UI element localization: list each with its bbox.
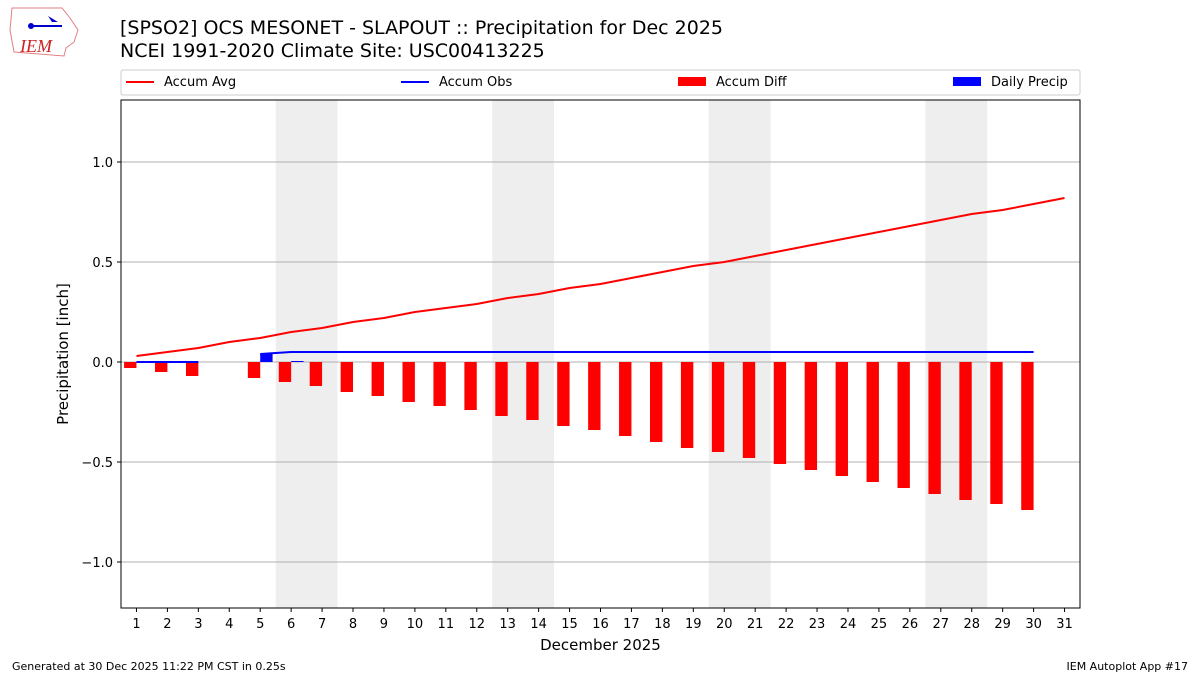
- accum-diff-bar: [557, 362, 570, 426]
- x-tick-label: 11: [438, 617, 455, 632]
- daily-precip-bar: [260, 354, 273, 362]
- app-label: IEM Autoplot App #17: [1066, 660, 1189, 673]
- accum-diff-bar: [185, 362, 199, 376]
- accum-diff-bar: [835, 362, 848, 476]
- x-tick-label: 25: [871, 617, 888, 632]
- accum-obs-line: [136, 351, 1034, 363]
- daily-precip-bar: [291, 361, 304, 362]
- x-tick-label: 3: [194, 617, 202, 632]
- legend-label: Accum Diff: [716, 75, 788, 90]
- accum-diff-bar: [278, 362, 292, 382]
- legend-label: Accum Obs: [439, 75, 512, 90]
- legend-label: Daily Precip: [991, 75, 1068, 90]
- accum-diff-bar: [402, 362, 415, 402]
- x-tick-label: 6: [287, 617, 295, 632]
- accum-diff-bar: [804, 362, 818, 470]
- x-tick-label: 10: [407, 617, 424, 632]
- y-tick-label: −1.0: [81, 556, 113, 571]
- accum-diff-bar: [866, 362, 879, 482]
- accum-diff-bar: [464, 362, 477, 410]
- weekend-shade: [925, 100, 988, 608]
- x-tick-label: 4: [225, 617, 233, 632]
- x-tick-label: 18: [654, 617, 671, 632]
- accum-diff-bar: [433, 362, 446, 406]
- accum-diff-bar: [155, 362, 168, 372]
- x-tick-label: 23: [809, 617, 826, 632]
- x-tick-label: 14: [530, 617, 547, 632]
- x-axis-label: December 2025: [540, 636, 661, 654]
- y-tick-label: 0.0: [92, 356, 113, 371]
- x-tick-label: 5: [256, 617, 264, 632]
- accum-diff-bar: [742, 362, 756, 458]
- x-tick-label: 30: [1025, 617, 1042, 632]
- accum-diff-bar: [897, 362, 910, 488]
- x-tick-label: 12: [468, 617, 485, 632]
- legend-label: Accum Avg: [164, 75, 236, 90]
- generated-note: Generated at 30 Dec 2025 11:22 PM CST in…: [12, 660, 286, 673]
- accum-diff-bar: [247, 362, 261, 378]
- y-tick-label: −0.5: [81, 456, 113, 471]
- accum-diff-bar: [495, 362, 508, 416]
- accum-diff-bar: [711, 362, 725, 452]
- x-tick-label: 16: [592, 617, 609, 632]
- legend-box: [120, 69, 1081, 96]
- x-tick-label: 28: [963, 617, 980, 632]
- legend-swatch-3: [953, 77, 981, 86]
- x-tick-label: 13: [499, 617, 516, 632]
- y-axis-label: Precipitation [inch]: [54, 283, 72, 425]
- x-tick-label: 8: [349, 617, 357, 632]
- accum-diff-bar: [649, 362, 663, 442]
- accum-diff-bar: [371, 362, 384, 396]
- accum-diff-bar: [124, 362, 137, 368]
- accum-diff-bar: [773, 362, 787, 464]
- accum-diff-bar: [680, 362, 694, 448]
- x-tick-label: 7: [318, 617, 326, 632]
- accum-diff-bar: [990, 362, 1003, 504]
- chart-subtitle: NCEI 1991-2020 Climate Site: USC00413225: [120, 40, 545, 62]
- accum-diff-bar: [619, 362, 632, 436]
- x-tick-label: 15: [561, 617, 578, 632]
- weekend-shade: [492, 100, 555, 608]
- legend-swatch-2: [678, 77, 706, 86]
- x-tick-label: 19: [685, 617, 702, 632]
- x-tick-label: 17: [623, 617, 640, 632]
- accum-diff-bar: [340, 362, 354, 392]
- x-tick-label: 2: [163, 617, 171, 632]
- weekend-shade: [708, 100, 771, 608]
- x-tick-label: 24: [840, 617, 857, 632]
- weekend-shade: [275, 100, 338, 608]
- accum-diff-bar: [309, 362, 323, 386]
- accum-diff-bar: [959, 362, 972, 500]
- accum-diff-bar: [928, 362, 941, 494]
- x-tick-label: 27: [933, 617, 950, 632]
- svg-text:IEM: IEM: [19, 36, 53, 56]
- x-tick-label: 21: [747, 617, 764, 632]
- y-tick-label: 0.5: [92, 256, 113, 271]
- iem-logo: IEM: [9, 7, 79, 57]
- accum-diff-bar: [588, 362, 601, 430]
- x-tick-label: 9: [380, 617, 388, 632]
- accum-avg-line: [136, 197, 1065, 357]
- x-tick-label: 20: [716, 617, 733, 632]
- y-tick-label: 1.0: [92, 156, 113, 171]
- chart-title: [SPSO2] OCS MESONET - SLAPOUT :: Precipi…: [120, 17, 723, 39]
- x-tick-label: 22: [778, 617, 795, 632]
- x-tick-label: 26: [902, 617, 919, 632]
- x-tick-label: 29: [994, 617, 1011, 632]
- accum-diff-bar: [526, 362, 539, 420]
- x-tick-label: 31: [1056, 617, 1073, 632]
- accum-diff-bar: [1021, 362, 1034, 510]
- x-tick-label: 1: [132, 617, 140, 632]
